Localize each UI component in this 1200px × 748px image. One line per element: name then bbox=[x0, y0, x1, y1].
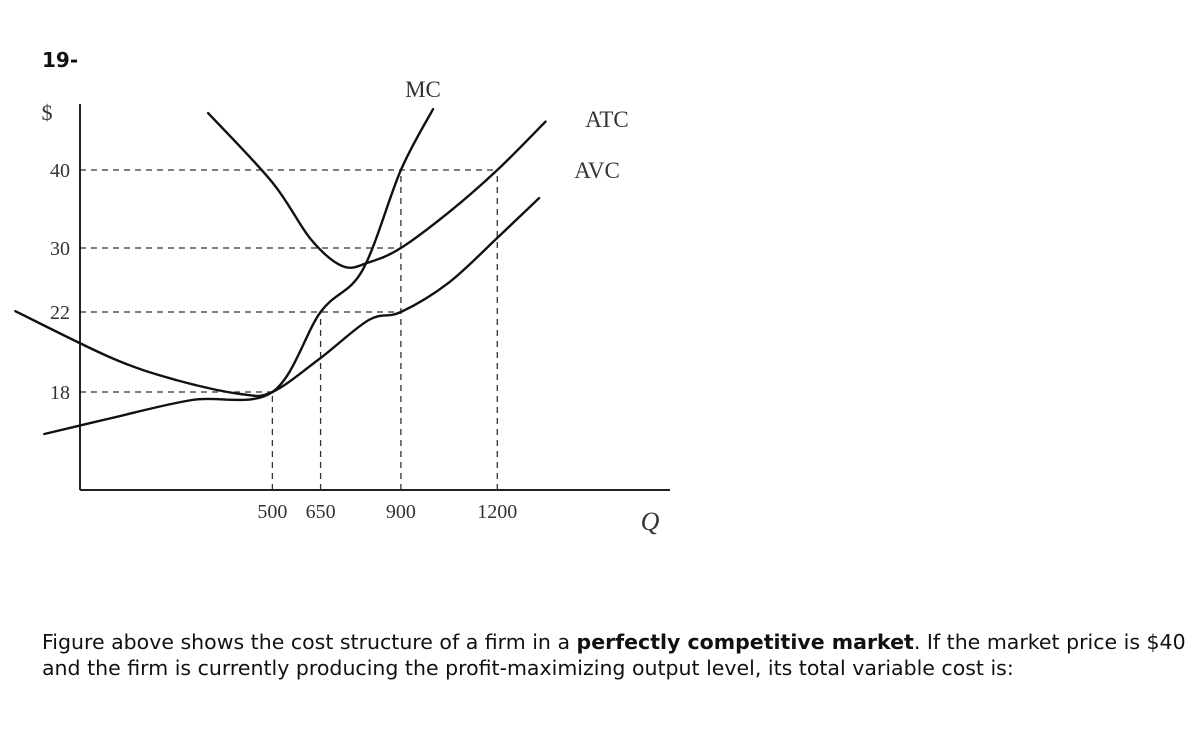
y-tick-22: 22 bbox=[50, 302, 70, 324]
x-tick-900: 900 bbox=[386, 501, 416, 523]
question-text-bold: perfectly competitive market bbox=[576, 630, 914, 654]
avc-label: AVC bbox=[574, 158, 620, 183]
y-tick-40: 40 bbox=[50, 160, 70, 182]
x-axis-label: Q bbox=[641, 507, 660, 536]
labels: $ Q MC ATC AVC bbox=[42, 77, 660, 536]
cost-curves-chart: 500 650 900 1200 18 22 30 40 $ Q MC ATC AVC bbox=[14, 77, 670, 536]
y-tick-30: 30 bbox=[50, 238, 70, 260]
mc-curve bbox=[43, 108, 435, 436]
question-number: 19- bbox=[42, 48, 79, 72]
question-text: Figure above shows the cost structure of… bbox=[42, 629, 1192, 681]
question-text-end: . If the market price is $40 and the fir… bbox=[42, 630, 1186, 680]
y-axis-label: $ bbox=[42, 100, 53, 125]
curves bbox=[14, 108, 547, 436]
atc-curve bbox=[206, 111, 547, 270]
x-tick-500: 500 bbox=[257, 501, 287, 523]
dashed-guides bbox=[80, 169, 498, 490]
avc-curve bbox=[14, 196, 541, 398]
atc-label: ATC bbox=[585, 107, 628, 132]
question-text-start: Figure above shows the cost structure of… bbox=[42, 630, 577, 654]
tick-labels: 500 650 900 1200 18 22 30 40 bbox=[50, 160, 517, 523]
y-tick-18: 18 bbox=[50, 382, 70, 404]
mc-label: MC bbox=[405, 77, 441, 102]
x-tick-650: 650 bbox=[306, 501, 336, 523]
x-tick-1200: 1200 bbox=[477, 501, 517, 523]
